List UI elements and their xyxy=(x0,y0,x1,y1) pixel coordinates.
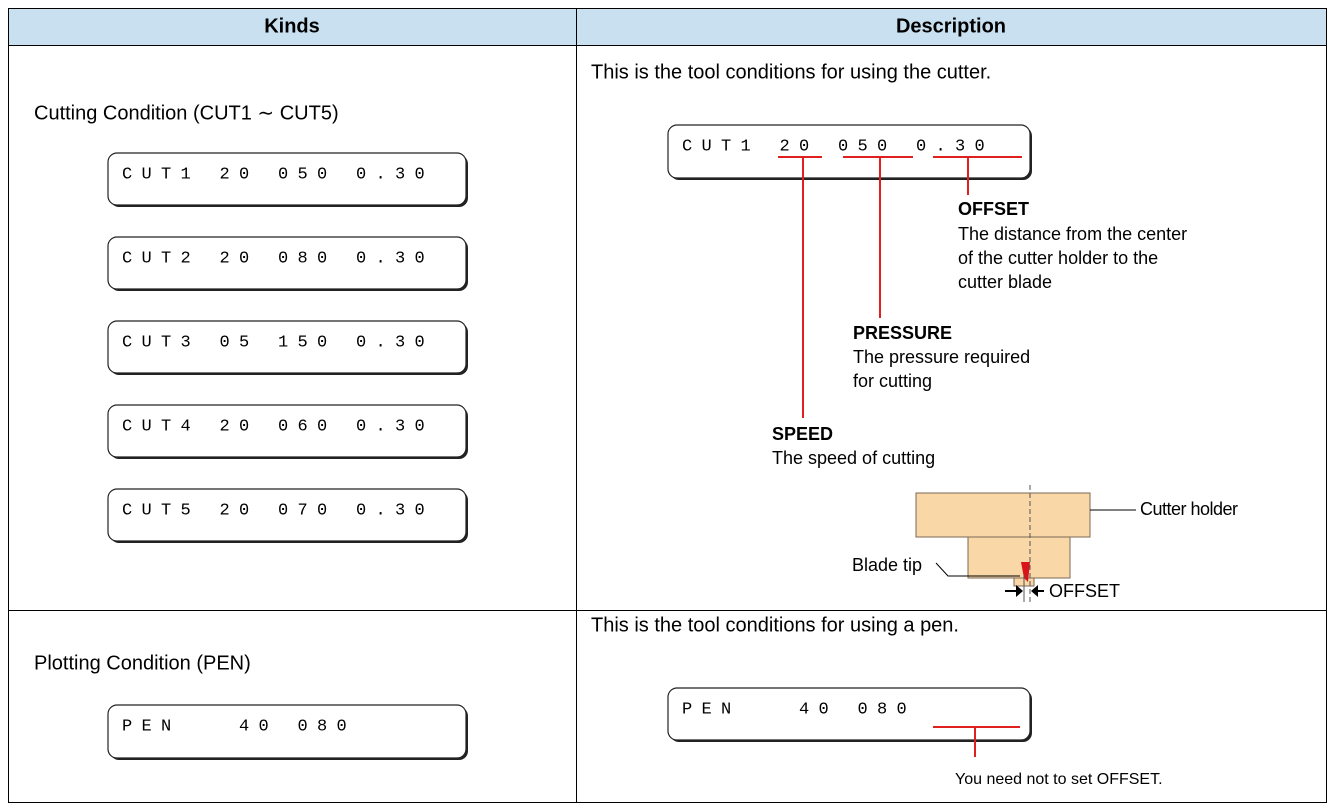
lcd-text: CUT2 20 080 0.30 xyxy=(122,249,434,268)
note: You need not to set OFFSET. xyxy=(955,771,1163,788)
holder-block xyxy=(967,536,1071,579)
leader xyxy=(935,562,1020,577)
lcd-text: CUT4 20 060 0.30 xyxy=(122,417,434,436)
arrow xyxy=(1031,585,1044,597)
lcd-callouts xyxy=(778,156,1022,418)
callout-text: of the cutter holder to the xyxy=(958,248,1158,268)
table-border xyxy=(8,8,1327,803)
lcd-text: CUT5 20 070 0.30 xyxy=(122,501,434,520)
description-intro: This is the tool conditions for using a … xyxy=(591,614,959,636)
kind-label: Plotting Condition (PEN) xyxy=(34,652,251,674)
callout-title: OFFSET xyxy=(958,199,1029,219)
header-description: Description xyxy=(896,15,1006,37)
description-intro: This is the tool conditions for using th… xyxy=(591,61,991,83)
lcd-display xyxy=(667,124,1031,179)
lcd-text: CUT3 05 150 0.30 xyxy=(122,333,434,352)
callout-text: cutter blade xyxy=(958,272,1052,292)
cutter-diagram xyxy=(915,485,1136,602)
arrow xyxy=(1005,585,1023,597)
diagram-label: Blade tip xyxy=(852,555,922,575)
diagram-label: OFFSET xyxy=(1049,581,1120,601)
callout-text: The speed of cutting xyxy=(772,448,935,468)
lcd-text: CUT1 20 050 0.30 xyxy=(122,165,434,184)
lcd-display xyxy=(107,236,467,290)
lcd-display xyxy=(107,320,467,374)
lcd-text: PEN 40 080 xyxy=(122,717,356,736)
lcd-text: CUT1 20 050 0.30 xyxy=(682,137,994,156)
lcd-display xyxy=(107,704,467,759)
blade xyxy=(1021,562,1030,582)
lcd-display xyxy=(107,152,467,206)
callout-text: The distance from the center xyxy=(958,224,1187,244)
kind-label: Cutting Condition (CUT1 ∼ CUT5) xyxy=(34,102,339,124)
holder-block xyxy=(915,492,1091,538)
header-bg xyxy=(8,8,1327,45)
lcd-display xyxy=(107,488,467,542)
callout-title: SPEED xyxy=(772,424,833,444)
callout-title: PRESSURE xyxy=(853,323,952,343)
callout-text: The pressure required xyxy=(853,347,1030,367)
header-kinds: Kinds xyxy=(264,15,320,37)
lcd-display xyxy=(107,404,467,458)
diagram-label: Cutter holder xyxy=(1140,499,1238,519)
callout-text: for cutting xyxy=(853,371,932,391)
lcd-text: PEN 40 080 xyxy=(682,700,916,719)
